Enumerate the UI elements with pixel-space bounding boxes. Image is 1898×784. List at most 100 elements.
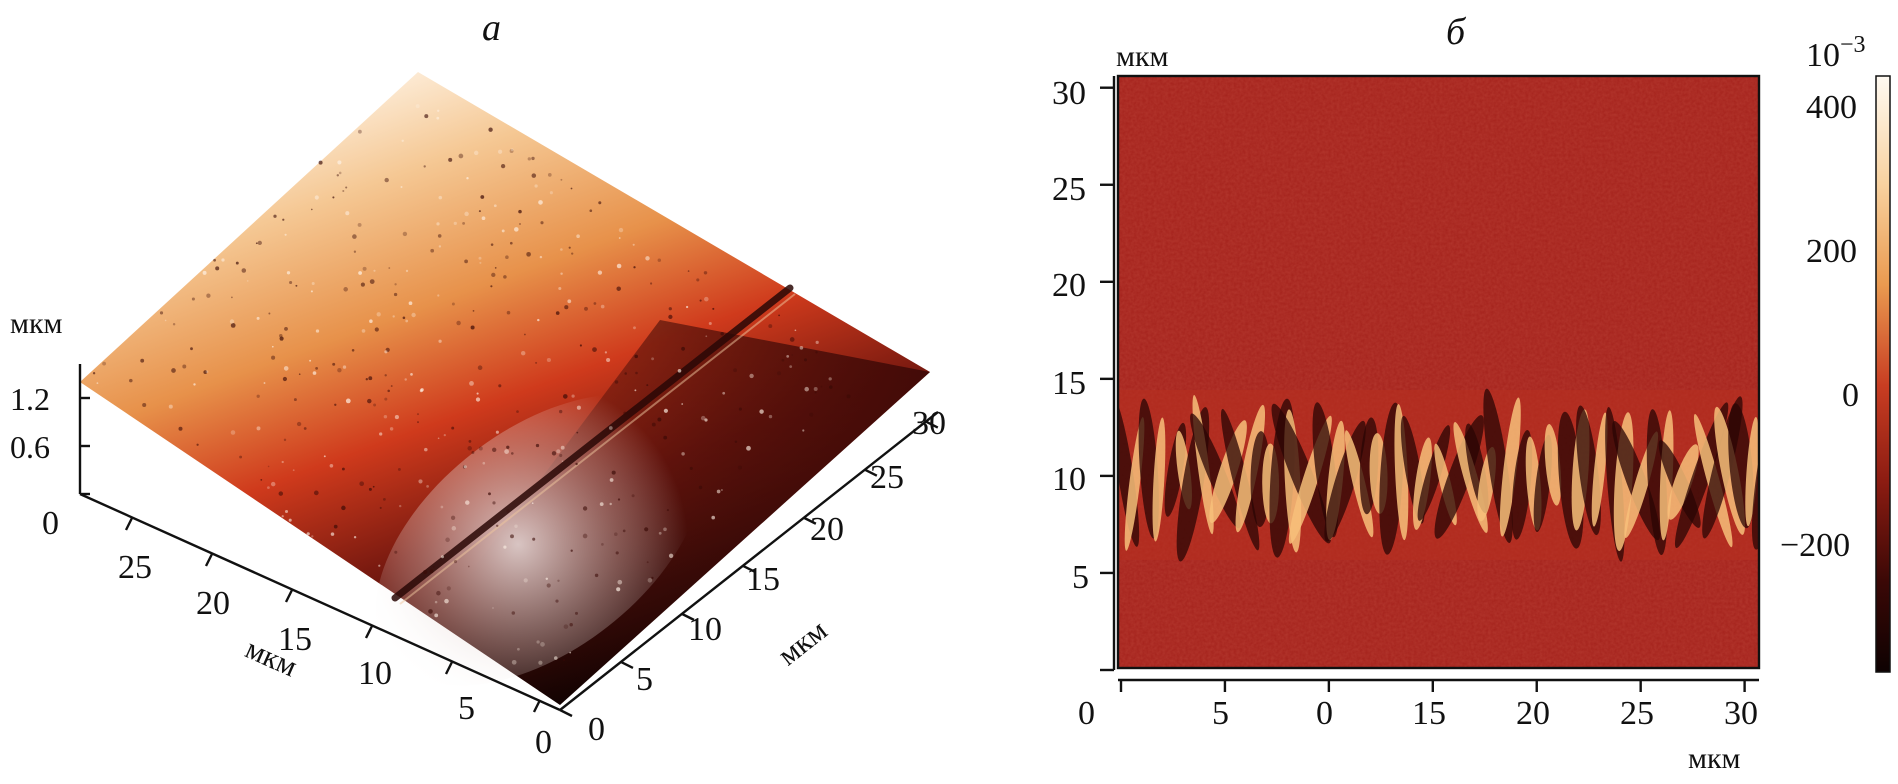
surface-speck [466, 177, 469, 180]
surface-speck [313, 490, 319, 496]
surface-speck [546, 583, 551, 588]
surface-speck [623, 411, 627, 415]
surface-speck [332, 196, 335, 199]
surface-speck [423, 569, 428, 575]
surface-speck [332, 362, 336, 366]
surface-speck [405, 269, 409, 273]
surface-speck [495, 430, 499, 434]
panel-b-2d-map: мкм 30 25 20 15 10 5 0 5 0 15 20 25 30 м… [960, 0, 1898, 784]
surface-speck [632, 243, 635, 246]
surface-speck [575, 462, 578, 466]
surface-speck [759, 409, 764, 414]
surface-speck [532, 537, 536, 541]
surface-speck [410, 373, 413, 376]
surface-speck [712, 307, 715, 310]
surface-speck [494, 267, 497, 269]
surface-speck [576, 431, 579, 434]
left-tick-label: 20 [196, 585, 230, 622]
surface-speck [618, 227, 624, 233]
surface-speck [546, 357, 551, 363]
y-tick-label: 10 [1052, 461, 1086, 498]
surface-speck [368, 376, 373, 381]
surface-speck [599, 502, 604, 506]
surface-speck [492, 501, 496, 505]
surface-speck [539, 255, 543, 259]
surface-speck [315, 367, 318, 370]
surface-speck [311, 208, 313, 211]
surface-speck [547, 173, 552, 177]
surface-speck [369, 319, 373, 323]
surface-speck [443, 433, 446, 437]
surface-speck [668, 307, 672, 311]
band-dark-fringe [1221, 408, 1260, 551]
surface-speck [358, 271, 362, 275]
surface-speck [465, 500, 470, 505]
surface-speck [446, 586, 451, 591]
surface-speck [292, 469, 295, 472]
left-tick-mark [532, 699, 542, 713]
surface-speck [778, 314, 781, 317]
x-axis-unit: мкм [1688, 742, 1741, 775]
z-tick-label: 0 [42, 505, 59, 542]
surface-speck [618, 237, 621, 239]
surface-speck [511, 659, 517, 665]
colorbar-tick-label: 400 [1806, 89, 1857, 126]
surface-speck [617, 579, 623, 585]
surface-speck [436, 590, 441, 596]
surface-speck [803, 358, 808, 362]
surface-speck [267, 465, 270, 468]
surface-speck [616, 587, 621, 592]
surface-speck [538, 660, 543, 665]
surface-speck [387, 389, 390, 393]
surface-speck [359, 481, 365, 487]
surface-speck [846, 394, 851, 399]
map-noise [1118, 76, 1759, 668]
surface-speck [392, 315, 395, 318]
surface-speck [281, 460, 284, 464]
surface-speck [794, 329, 797, 332]
left-tick-mark [284, 589, 294, 603]
surface-speck [159, 311, 164, 315]
surface-speck [246, 280, 249, 282]
surface-speck [379, 506, 382, 509]
surface-speck [644, 527, 649, 532]
surface-speck [420, 388, 424, 392]
surface-speck [468, 440, 472, 443]
surface-speck [140, 358, 145, 363]
surface-speck [256, 316, 260, 320]
surface-speck [531, 502, 534, 505]
surface-speck [571, 252, 574, 255]
left-tick-mark [124, 517, 134, 531]
surface-speck [444, 598, 449, 604]
band-bright-fringe [1499, 397, 1521, 537]
panel-b-label: б [1446, 11, 1467, 53]
surface-speck [746, 445, 751, 451]
surface-speck [230, 430, 236, 435]
surface-speck [463, 465, 467, 469]
surface-speck [677, 368, 682, 373]
surface-speck [401, 139, 404, 142]
surface-speck [374, 327, 379, 332]
surface-speck [503, 275, 507, 279]
surface-speck [341, 505, 346, 511]
surface-speck [311, 535, 314, 538]
surface-speck [804, 386, 809, 392]
surface-speck [368, 487, 372, 491]
surface-speck [196, 443, 199, 446]
surface-speck [352, 234, 357, 239]
surface-speck [268, 312, 271, 315]
surface-speck [453, 221, 457, 226]
surface-speck [190, 347, 193, 351]
surface-speck [450, 515, 456, 520]
surface-speck [424, 114, 429, 119]
surface-speck [681, 403, 684, 405]
x-tick-label: 0 [1078, 695, 1095, 732]
surface-speck [657, 258, 662, 262]
surface-speck [451, 426, 455, 430]
surface-speck [263, 382, 266, 384]
surface-speck [633, 326, 636, 330]
surface-speck [555, 311, 560, 315]
left-tick-label: 10 [358, 655, 392, 692]
surface-speck [342, 365, 347, 369]
surface-speck [337, 368, 342, 373]
